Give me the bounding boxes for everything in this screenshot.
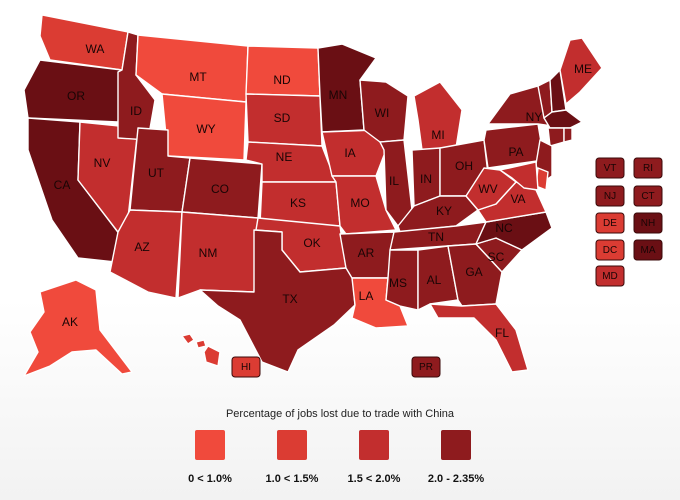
state-ri[interactable] bbox=[563, 127, 573, 143]
state-sd[interactable] bbox=[245, 93, 323, 147]
state-mt[interactable] bbox=[135, 34, 249, 103]
state-box-ma[interactable]: MA bbox=[633, 239, 663, 261]
state-box-nh[interactable]: NH bbox=[633, 212, 663, 234]
state-ar[interactable] bbox=[339, 231, 395, 279]
state-wy[interactable] bbox=[161, 93, 247, 161]
state-tx[interactable] bbox=[199, 229, 356, 373]
state-box-de[interactable]: DE bbox=[595, 212, 625, 234]
legend-swatch-1 bbox=[195, 430, 225, 460]
state-me[interactable] bbox=[559, 37, 603, 105]
state-ct[interactable] bbox=[547, 127, 565, 147]
state-box-md[interactable]: MD bbox=[595, 265, 625, 287]
state-mo[interactable] bbox=[331, 175, 397, 235]
state-or[interactable] bbox=[23, 59, 123, 123]
state-co[interactable] bbox=[181, 157, 263, 219]
state-box-ri[interactable]: RI bbox=[633, 157, 663, 179]
state-box-rect-nj[interactable] bbox=[595, 185, 625, 207]
state-box-rect-hi[interactable] bbox=[231, 356, 261, 378]
legend-swatch-2 bbox=[277, 430, 307, 460]
state-box-ct[interactable]: CT bbox=[633, 185, 663, 207]
state-md[interactable] bbox=[499, 161, 539, 191]
legend-label-2: 1.0 < 1.5% bbox=[265, 473, 319, 485]
state-nm[interactable] bbox=[177, 211, 259, 299]
state-shapes bbox=[23, 14, 603, 377]
state-pa[interactable] bbox=[483, 123, 545, 169]
state-box-rect-ma[interactable] bbox=[633, 239, 663, 261]
legend-label-4: 2.0 - 2.35% bbox=[427, 473, 485, 485]
state-hi[interactable] bbox=[181, 333, 221, 367]
legend-label-1: 0 < 1.0% bbox=[188, 473, 232, 485]
state-box-dc[interactable]: DC bbox=[595, 239, 625, 261]
state-box-rect-dc[interactable] bbox=[595, 239, 625, 261]
state-al[interactable] bbox=[417, 245, 459, 311]
state-box-rect-ri[interactable] bbox=[633, 157, 663, 179]
state-ms[interactable] bbox=[385, 249, 419, 311]
legend-title: Percentage of jobs lost due to trade wit… bbox=[225, 408, 455, 420]
legend-swatch-3 bbox=[359, 430, 389, 460]
state-box-hi[interactable]: HI bbox=[231, 356, 261, 378]
state-fl[interactable] bbox=[429, 303, 529, 373]
legend-label-3: 1.5 < 2.0% bbox=[347, 473, 401, 485]
state-box-rect-vt[interactable] bbox=[595, 157, 625, 179]
us-map: WA OR CA NV ID MT WY UT AZ CO NM ND SD N… bbox=[23, 14, 663, 378]
state-box-rect-nh[interactable] bbox=[633, 212, 663, 234]
state-ak[interactable] bbox=[23, 279, 133, 377]
state-nd[interactable] bbox=[245, 45, 321, 97]
state-box-pr[interactable]: PR bbox=[411, 356, 441, 378]
state-box-nj[interactable]: NJ bbox=[595, 185, 625, 207]
state-box-rect-ct[interactable] bbox=[633, 185, 663, 207]
state-box-rect-pr[interactable] bbox=[411, 356, 441, 378]
legend-swatch-4 bbox=[441, 430, 471, 460]
state-wi[interactable] bbox=[359, 79, 409, 143]
state-mi[interactable] bbox=[413, 81, 463, 151]
state-box-rect-de[interactable] bbox=[595, 212, 625, 234]
state-box-vt[interactable]: VT bbox=[595, 157, 625, 179]
state-box-rect-md[interactable] bbox=[595, 265, 625, 287]
